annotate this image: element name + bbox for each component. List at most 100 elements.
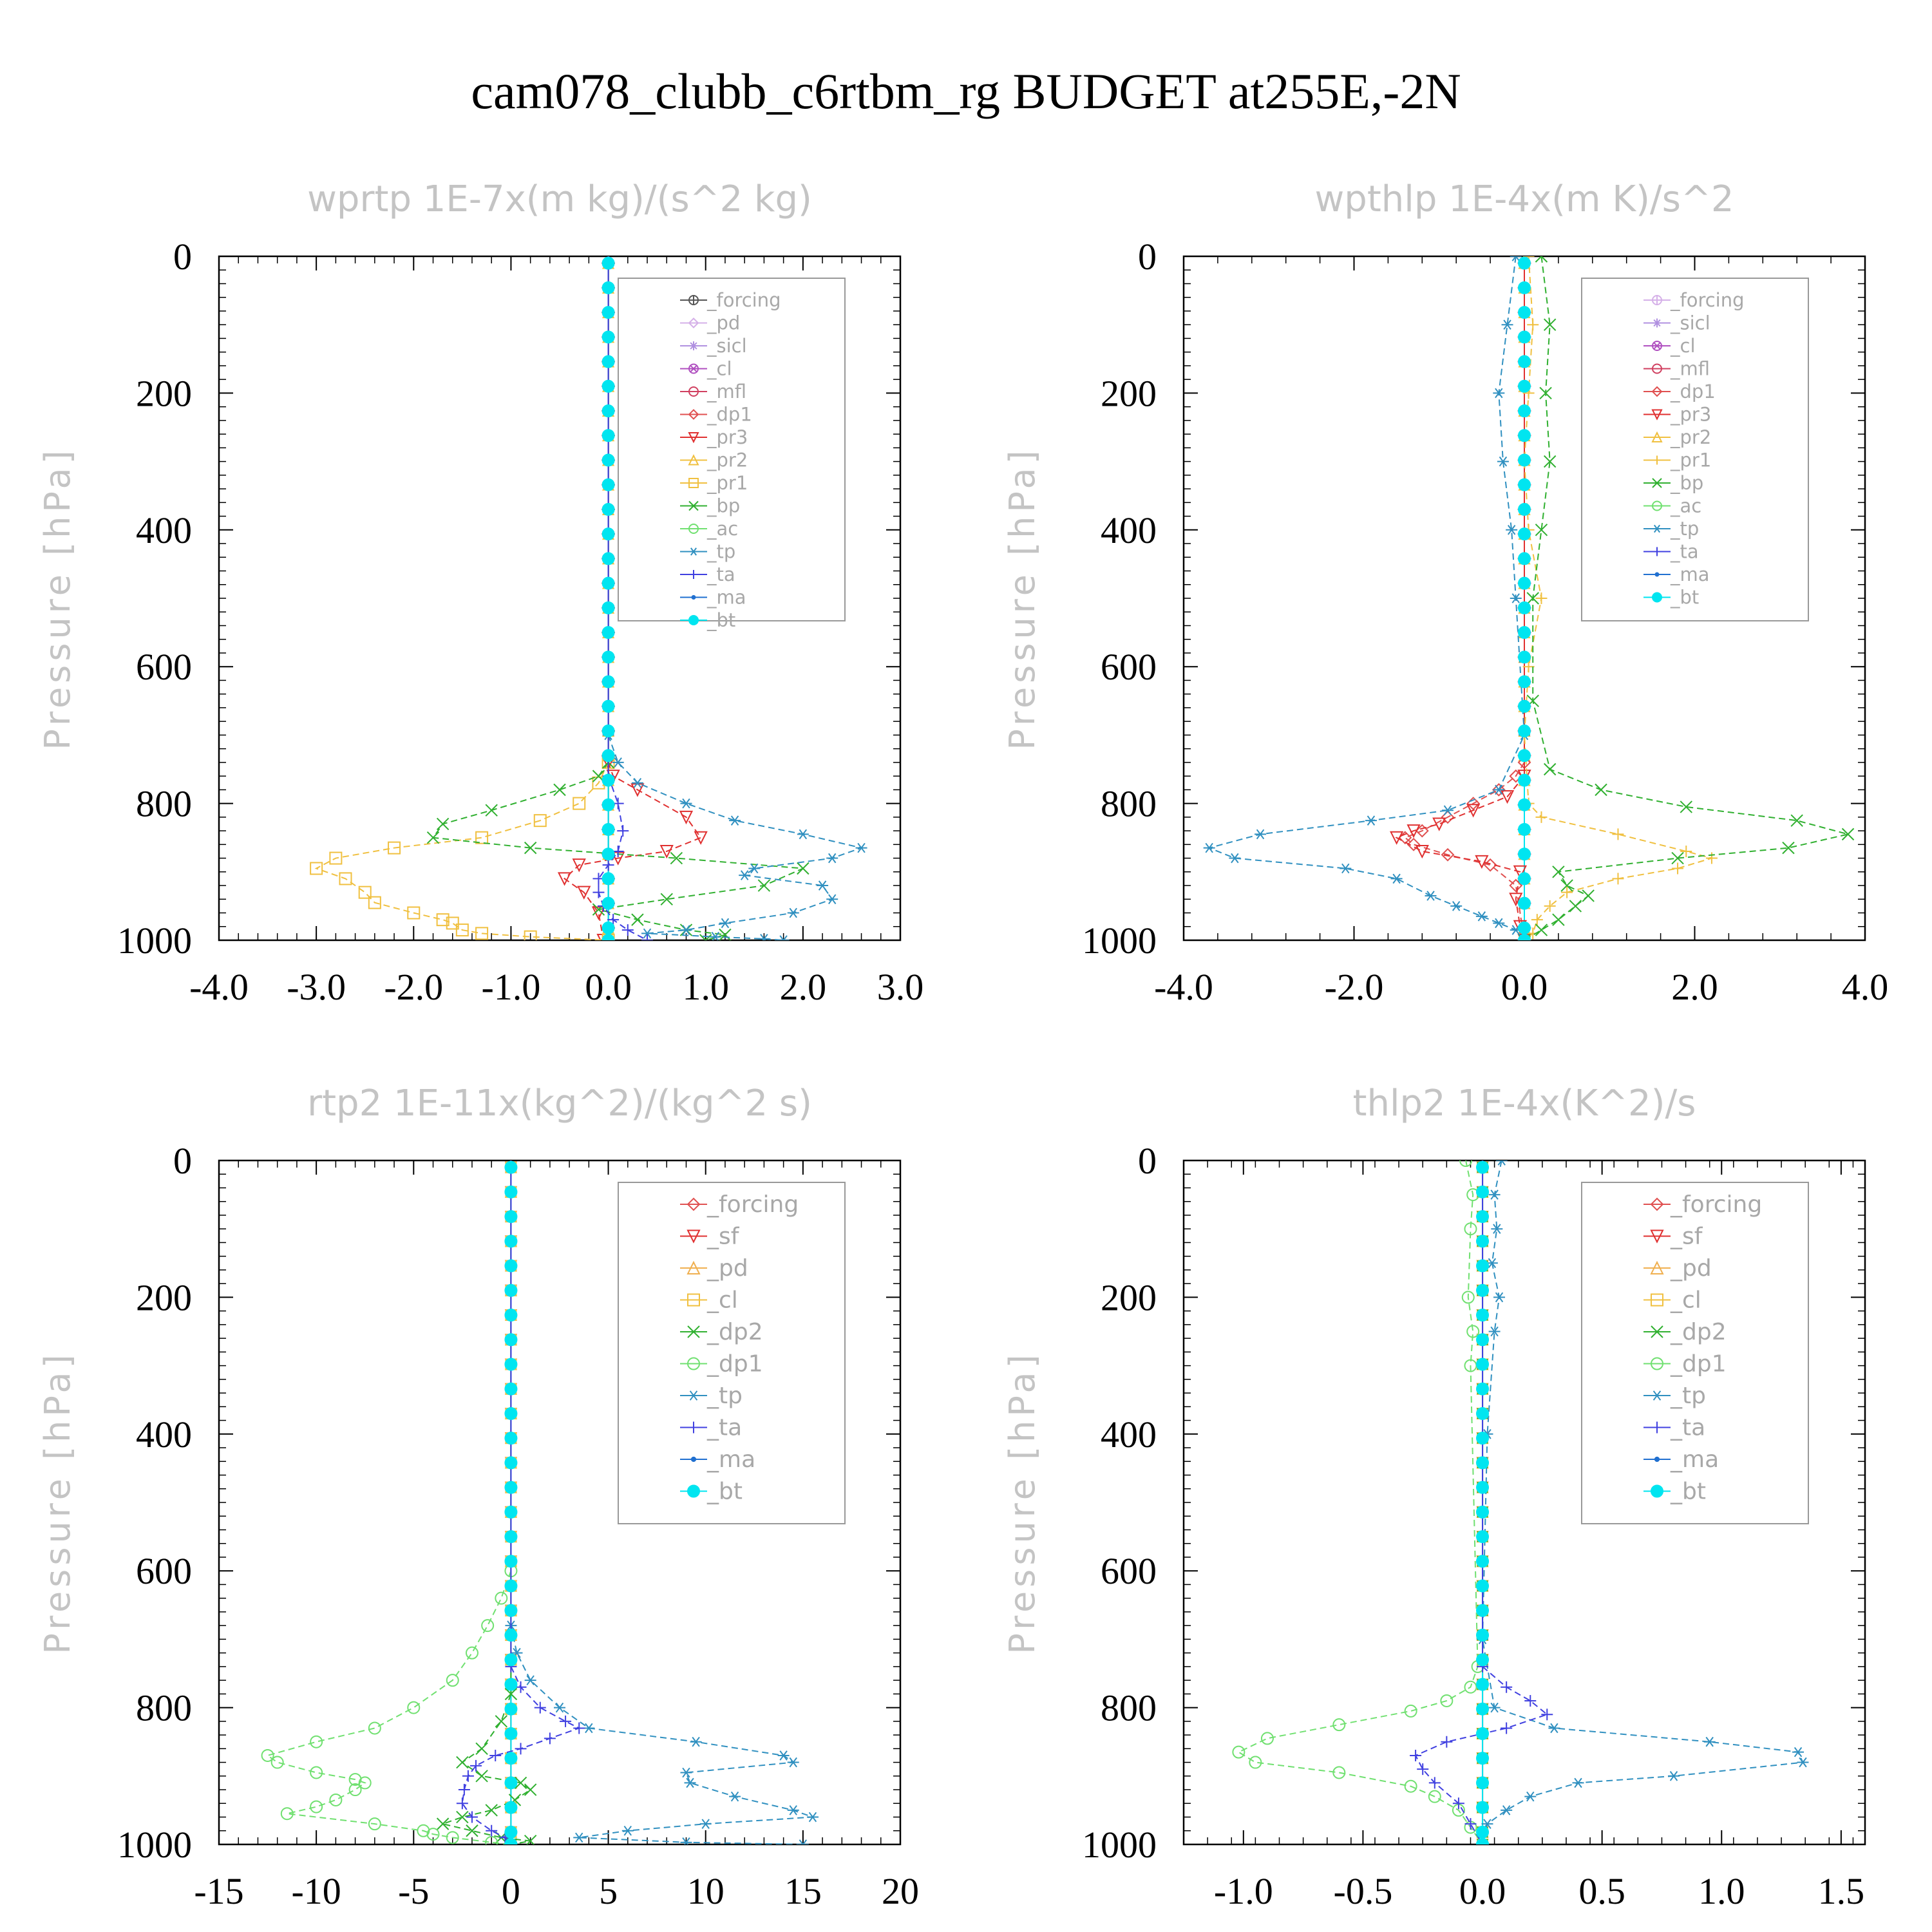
marker-tp	[1493, 1292, 1506, 1303]
marker-bt	[1518, 626, 1531, 639]
marker-tp	[777, 1750, 790, 1761]
marker-tp	[1501, 319, 1513, 330]
marker-pr1	[1672, 862, 1684, 875]
marker-tp	[1229, 853, 1241, 864]
marker-ta	[534, 1701, 546, 1714]
x-tick-label: 4.0	[1842, 966, 1889, 1008]
legend-marker-sicl	[689, 341, 698, 350]
marker-tp	[719, 918, 731, 929]
marker-tp	[1255, 829, 1267, 840]
marker-bp	[1543, 455, 1557, 468]
marker-bt	[504, 1283, 518, 1297]
legend-marker-tp	[688, 1390, 699, 1401]
y-tick-label: 400	[136, 509, 192, 551]
marker-bt	[504, 1653, 518, 1667]
marker-bt	[1476, 1283, 1490, 1297]
legend: _forcing_sicl_cl_mfl_dp1_pr3_pr2_pr1_bp_…	[1581, 278, 1809, 621]
marker-dp1	[1459, 1160, 1473, 1167]
marker-pr1	[524, 930, 537, 940]
marker-bt	[1518, 527, 1531, 541]
marker-bt	[504, 1235, 518, 1248]
marker-ta	[621, 924, 634, 936]
marker-bt	[1476, 1210, 1490, 1224]
marker-ta	[612, 845, 624, 857]
marker-dp1	[1464, 1222, 1477, 1236]
legend-marker-forcing	[1650, 1197, 1664, 1211]
marker-pr3	[572, 858, 586, 873]
marker-ta	[515, 1681, 527, 1693]
legend-marker-dp2	[687, 1325, 700, 1338]
marker-ta	[470, 1759, 482, 1772]
panel-title: thlp2 1E-4x(K^2)/s	[1353, 1083, 1696, 1124]
y-tick-label: 200	[136, 372, 192, 414]
marker-bt	[1476, 1358, 1490, 1371]
marker-dp1	[1332, 1766, 1346, 1779]
legend-label-sicl: _sicl	[706, 335, 747, 357]
marker-bt	[504, 1530, 518, 1544]
budget-panel-2: wpthlp 1E-4x(m K)/s^2 Pressure [hPa] 0 200 4…	[1002, 178, 1888, 1008]
marker-dp1	[329, 1793, 343, 1806]
marker-bt	[504, 1776, 518, 1790]
marker-bt	[1476, 1259, 1490, 1273]
series-line-ta	[461, 1666, 581, 1844]
marker-bt	[1518, 306, 1531, 319]
marker-bt	[1476, 1752, 1490, 1765]
y-tick-label: 400	[1101, 509, 1157, 551]
legend-label-pd: _pd	[706, 312, 740, 334]
marker-pr3	[679, 810, 694, 825]
legend-label-tp: _tp	[706, 541, 735, 563]
marker-bp	[1552, 866, 1565, 878]
marker-bt	[1476, 1555, 1490, 1568]
marker-bt	[1518, 601, 1531, 614]
legend-marker-ta	[688, 1421, 699, 1434]
y-tick-label: 200	[136, 1276, 192, 1318]
marker-pr1	[1535, 811, 1548, 823]
legend-label-dp2: _dp2	[706, 1319, 763, 1345]
marker-bt	[1476, 1678, 1490, 1691]
marker-ta	[458, 1784, 470, 1796]
marker-bt	[1518, 872, 1531, 886]
marker-bt	[1476, 1825, 1490, 1839]
legend-marker-pr3	[688, 432, 699, 444]
marker-tp	[573, 1832, 585, 1843]
marker-bp	[1535, 256, 1548, 263]
marker-dp1	[446, 1674, 459, 1687]
marker-bt	[1518, 724, 1531, 738]
marker-pr1	[1544, 900, 1556, 912]
legend-label-ta: _ta	[706, 564, 735, 585]
legend-label-dp1: _dp1	[1670, 1351, 1727, 1378]
marker-bt	[1518, 699, 1531, 713]
legend-label-tp: _tp	[1670, 518, 1699, 540]
legend-marker-cl	[687, 1293, 700, 1307]
y-tick-label: 600	[1101, 646, 1157, 688]
marker-bt	[504, 1702, 518, 1716]
marker-dp1	[1492, 782, 1506, 797]
marker-pr1	[1527, 319, 1539, 331]
marker-pr3	[577, 886, 591, 900]
marker-bp	[1535, 524, 1548, 536]
marker-bt	[504, 1358, 518, 1371]
marker-bt	[1476, 1481, 1490, 1494]
marker-dp1	[1509, 769, 1523, 783]
marker-ta	[489, 1749, 502, 1761]
marker-bt	[1476, 1309, 1490, 1322]
marker-tp	[684, 1777, 696, 1788]
marker-pr1	[475, 927, 489, 940]
legend-label-dp2: _dp2	[1670, 1319, 1727, 1345]
marker-bt	[601, 330, 615, 344]
marker-bt	[1518, 896, 1531, 910]
marker-tp	[1792, 1747, 1804, 1757]
marker-bt	[601, 453, 615, 467]
marker-dp1	[1415, 824, 1429, 838]
marker-bp	[1841, 828, 1855, 841]
marker-bt	[1518, 576, 1531, 590]
legend-marker-pd	[688, 317, 699, 328]
marker-pr1	[446, 916, 459, 930]
legend-label-sicl: _sicl	[1670, 312, 1710, 334]
legend-label-ac: _ac	[706, 518, 738, 540]
marker-tp	[1340, 863, 1352, 874]
marker-bt	[601, 527, 615, 541]
marker-bp	[719, 928, 732, 940]
legend-marker-ta	[1651, 1421, 1663, 1434]
legend-label-sf: _sf	[706, 1224, 740, 1250]
